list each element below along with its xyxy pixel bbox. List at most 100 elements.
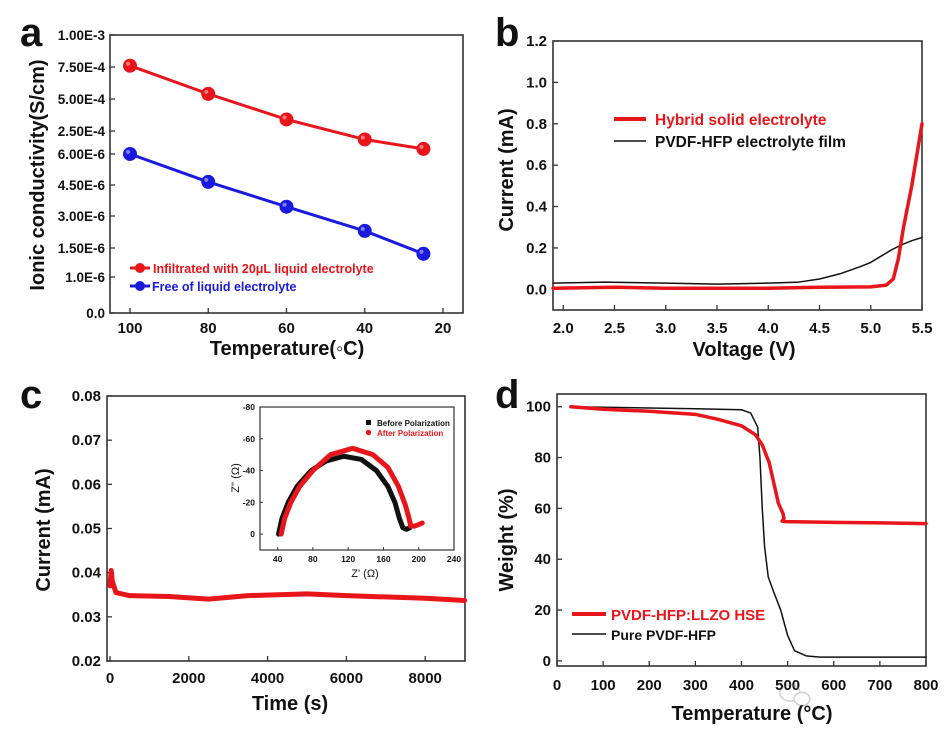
inset-x-tick-label: 160 [376,554,390,564]
d-y-tick-label: 40 [534,551,551,568]
d-x-tick-label: 200 [637,677,662,694]
inset-y-tick-label: -60 [243,434,256,444]
a-legend-marker-blue [135,281,145,291]
a-data-point [123,146,137,161]
panel-label-d: d [495,373,519,417]
d-series-pure-line [570,405,927,658]
a-data-point-highlight [204,89,209,94]
a-y-tick-label: 6.00E-6 [58,147,106,162]
inset-legend-label-after: After Polarization [377,429,443,438]
b-y-tick-label: 0.8 [526,116,547,133]
inset-plot-frame [259,406,455,551]
c-y-tick-label: 0.02 [72,653,101,670]
d-x-tick-label: 100 [591,677,616,694]
b-x-tick-label: 4.5 [809,320,830,337]
inset-y-tick-label: 0 [250,529,255,539]
a-y-tick-label: 2.50E-4 [58,124,106,139]
d-x-tick-label: 0 [553,677,561,694]
b-y-tick-label: 1.2 [526,33,547,50]
b-x-tick-label: 3.0 [655,320,676,337]
b-x-tick-label: 2.5 [604,320,625,337]
a-y-tick-label: 1.0E-6 [65,270,105,285]
a-y-axis-title: Ionic conductivity(S/cm) [27,59,49,290]
d-plot-frame [556,393,927,667]
d-y-tick-label: 100 [526,399,551,416]
b-series-pvdf-line [552,236,923,285]
inset-legend-label-before: Before Polarization [377,419,450,428]
panel-label-a: a [20,11,43,55]
a-x-tick-label: 40 [356,320,373,337]
inset-x-tick-label: 80 [308,554,318,564]
a-data-point [201,86,216,101]
a-data-point-highlight [204,177,209,182]
d-y-tick-label: 60 [534,500,551,517]
b-x-tick-label: 2.0 [553,320,574,337]
d-x-tick-label: 300 [683,677,708,694]
a-legend: Infiltrated with 20μL liquid electrolyte… [130,262,374,294]
panel-label-c: c [20,373,42,417]
inset-x-tick-label: 240 [447,554,461,564]
a-legend-label-free: Free of liquid electrolyte [152,280,297,294]
c-y-tick-label: 0.06 [72,476,101,493]
inset-x-tick-label: 200 [412,554,426,564]
a-x-tick-label: 100 [117,320,142,337]
c-y-tick-label: 0.03 [72,609,101,626]
b-plot-frame [552,40,923,311]
d-series-hse-line [569,404,928,526]
a-series-line-0 [128,64,425,151]
c-x-axis-title: Time (s) [252,693,328,715]
c-x-tick-label: 2000 [172,670,205,687]
a-y-tick-label: 1.00E-3 [58,28,106,43]
c-x-tick-label: 8000 [409,670,442,687]
a-series-line-1 [128,152,425,256]
c-y-axis-title: Current (mA) [33,468,55,591]
c-y-tick-label: 0.05 [72,521,101,538]
a-data-point [123,58,137,73]
inset-legend: Before Polarization After Polarization [365,419,450,438]
inset-x-tick-label: 40 [273,554,283,564]
a-data-point-highlight [282,115,287,120]
d-x-tick-label: 500 [775,677,800,694]
inset-legend-marker-red [365,429,372,436]
b-legend-label-pvdf: PVDF-HFP electrolyte film [655,134,846,151]
a-x-tick-label: 80 [200,320,217,337]
b-y-tick-label: 0.2 [526,240,547,257]
c-series-current-line [107,567,468,603]
inset-series-line-1 [278,445,425,537]
c-y-tick-label: 0.08 [72,388,101,405]
inset-legend-marker-black [366,420,371,425]
b-y-tick-label: 0.4 [526,199,548,216]
d-legend: PVDF-HFP:LLZO HSE Pure PVDF-HFP [572,607,765,643]
a-y-tick-label: 1.50E-6 [58,241,106,256]
a-x-tick-label: 20 [435,320,452,337]
b-y-tick-label: 0.6 [526,157,547,174]
d-x-tick-label: 400 [729,677,754,694]
a-x-tick-label: 60 [278,320,295,337]
d-x-tick-label: 700 [867,677,892,694]
a-data-point [357,132,372,147]
inset-y-tick-label: -20 [243,497,256,507]
inset-y-tick-label: -80 [243,402,256,412]
c-y-tick-label: 0.07 [72,432,101,449]
a-data-point-highlight [360,135,365,140]
b-x-tick-label: 3.5 [707,320,728,337]
d-y-axis-title: Weight (%) [496,489,518,592]
a-data-point [279,199,294,214]
a-y-tick-label: 5.00E-4 [58,92,106,107]
b-x-tick-label: 4.0 [758,320,779,337]
inset-x-axis-title: Z' (Ω) [351,568,378,580]
a-data-point [279,112,294,127]
d-legend-label-hse: PVDF-HFP:LLZO HSE [611,607,765,624]
a-data-point-highlight [419,144,424,149]
b-y-tick-label: 1.0 [526,74,547,91]
d-x-axis-title: Temperature (°C) [672,703,833,725]
a-y-tick-label: 0.0 [86,306,105,321]
a-y-tick-label: 7.50E-4 [58,60,106,75]
c-x-tick-label: 6000 [330,670,363,687]
c-x-tick-label: 0 [106,670,114,687]
d-y-tick-label: 20 [534,602,551,619]
a-y-tick-label: 4.50E-6 [58,178,106,193]
a-data-point-highlight [126,61,130,66]
